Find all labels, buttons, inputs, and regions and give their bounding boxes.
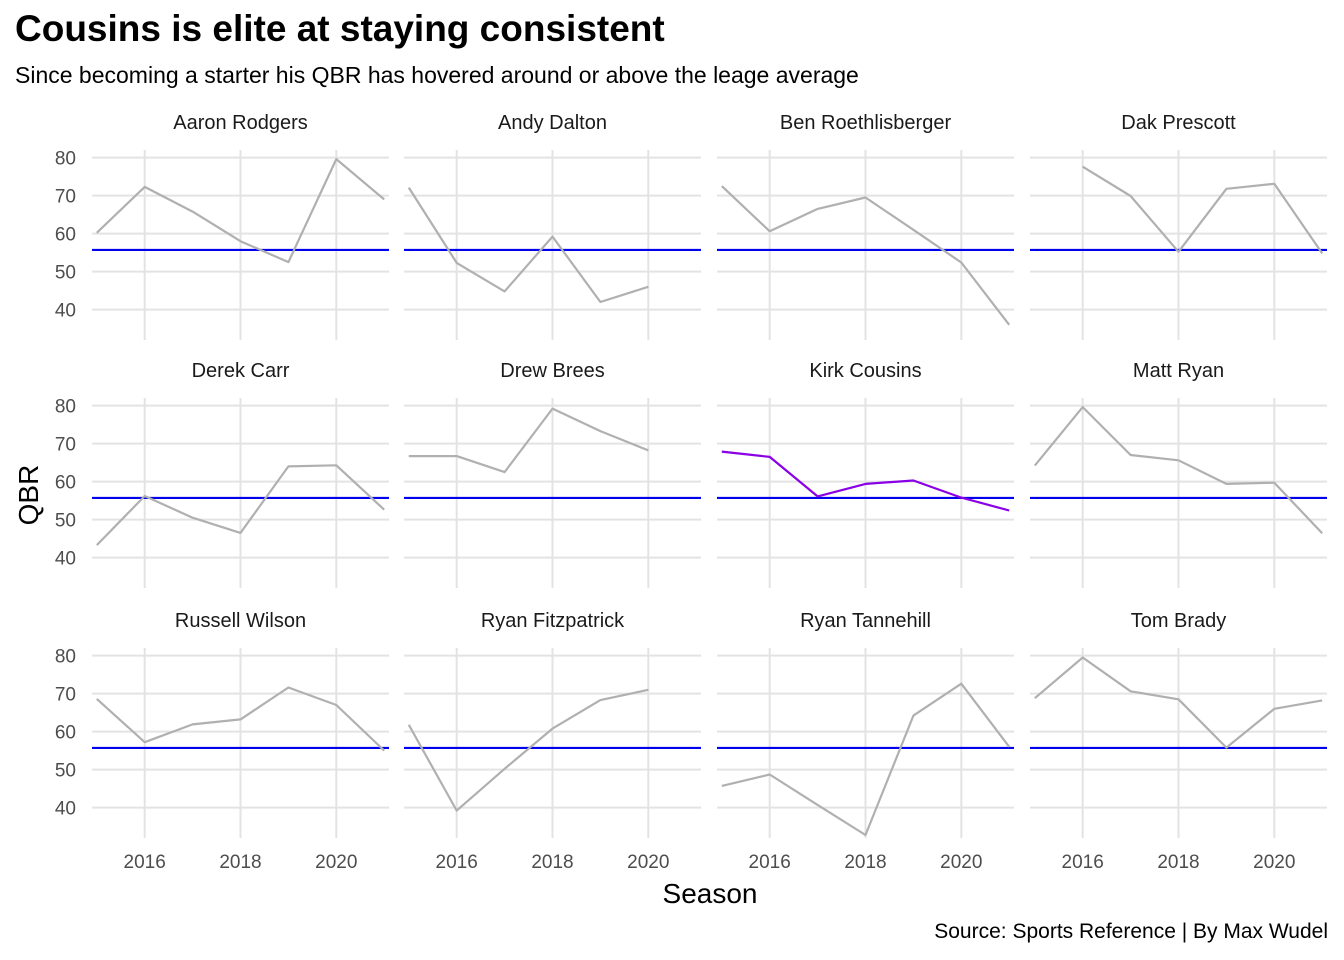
y-tick-label: 60 [55, 473, 76, 494]
x-tick-label: 2020 [940, 852, 982, 873]
facet-label: Andy Dalton [498, 112, 607, 134]
series-line [1034, 656, 1323, 749]
y-tick-label: 40 [55, 799, 76, 820]
y-axis-title: QBR [13, 465, 44, 526]
y-tick-label: 50 [55, 263, 76, 284]
y-tick-label: 70 [55, 435, 76, 456]
chart-caption: Source: Sports Reference | By Max Wudel [934, 920, 1328, 943]
facet-label: Dak Prescott [1121, 112, 1236, 134]
y-tick-label: 80 [55, 149, 76, 170]
x-tick-label: 2016 [749, 852, 791, 873]
y-tick-label: 70 [55, 685, 76, 706]
y-tick-label: 40 [55, 301, 76, 322]
series-line [96, 464, 385, 546]
facet-label: Drew Brees [500, 360, 604, 382]
series-line [721, 450, 1010, 512]
x-tick-label: 2016 [124, 852, 166, 873]
y-tick-label: 50 [55, 761, 76, 782]
series-line [96, 158, 385, 264]
x-tick-label: 2016 [436, 852, 478, 873]
facet-label: Kirk Cousins [809, 360, 921, 382]
facet-label: Aaron Rodgers [173, 112, 308, 134]
y-tick-label: 60 [55, 225, 76, 246]
y-tick-label: 80 [55, 647, 76, 668]
facet-label: Ryan Tannehill [800, 610, 931, 632]
y-tick-label: 70 [55, 187, 76, 208]
facet-label: Derek Carr [192, 360, 290, 382]
x-axis-title: Season [663, 878, 758, 909]
series-line [721, 682, 1011, 837]
chart-subtitle: Since becoming a starter his QBR has hov… [15, 62, 859, 88]
series-line [407, 187, 649, 304]
series-line [408, 407, 649, 474]
series-line [1082, 165, 1324, 255]
x-tick-label: 2020 [315, 852, 357, 873]
x-tick-label: 2016 [1062, 852, 1104, 873]
facet-label: Tom Brady [1131, 610, 1227, 632]
series-line [407, 688, 649, 812]
series-line [721, 185, 1011, 326]
y-tick-label: 60 [55, 723, 76, 744]
series-line [1033, 406, 1323, 535]
y-tick-label: 80 [55, 397, 76, 418]
x-tick-label: 2018 [1157, 852, 1199, 873]
chart-title: Cousins is elite at staying consistent [15, 8, 665, 49]
x-tick-label: 2020 [627, 852, 669, 873]
facet-label: Ryan Fitzpatrick [481, 610, 625, 632]
y-tick-label: 50 [55, 511, 76, 532]
facet-label: Ben Roethlisberger [780, 112, 952, 134]
x-tick-label: 2018 [219, 852, 261, 873]
facet-label: Matt Ryan [1133, 360, 1224, 382]
series-line [96, 686, 385, 752]
x-tick-label: 2020 [1253, 852, 1295, 873]
x-tick-label: 2018 [531, 852, 573, 873]
y-tick-label: 40 [55, 549, 76, 570]
facet-label: Russell Wilson [175, 610, 306, 632]
x-tick-label: 2018 [844, 852, 886, 873]
